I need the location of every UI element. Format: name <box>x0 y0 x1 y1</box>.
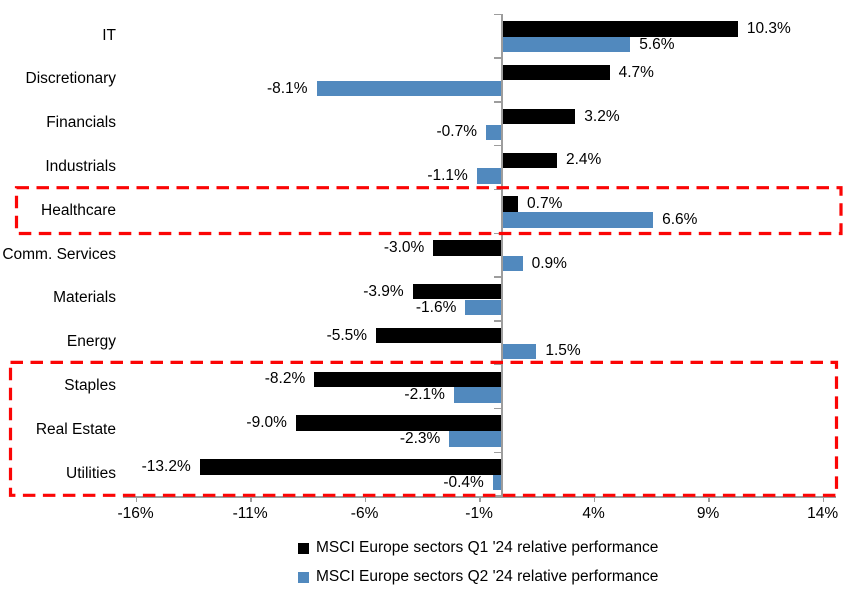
y-axis-tick <box>494 57 501 59</box>
y-axis-tick <box>494 144 501 147</box>
category-label-it: IT <box>102 26 116 44</box>
value-label-q2-discretionary: -8.1% <box>267 79 308 97</box>
value-label-q2-it: 5.6% <box>639 35 675 53</box>
bar-q1-comm-services <box>433 240 502 256</box>
y-axis-tick <box>494 188 501 191</box>
x-axis-tick <box>479 496 481 502</box>
value-label-q1-real-estate: -9.0% <box>246 414 287 432</box>
legend-swatch-q1-icon <box>298 542 309 554</box>
category-label-materials: Materials <box>53 289 116 307</box>
value-label-q1-staples: -8.2% <box>264 370 306 388</box>
bar-q1-healthcare <box>502 196 519 212</box>
value-label-q1-comm-services: -3.0% <box>383 238 425 256</box>
value-label-q1-energy: -5.5% <box>326 326 368 344</box>
bar-q2-it <box>502 36 631 53</box>
x-axis-label: -6% <box>350 505 379 522</box>
legend-label-q1: MSCI Europe sectors Q1 '24 relative perf… <box>316 539 659 556</box>
x-axis-tick <box>593 496 596 502</box>
y-axis-tick <box>494 232 501 234</box>
category-label-staples: Staples <box>64 376 116 394</box>
value-label-q1-utilities: -13.2% <box>141 457 191 475</box>
bar-q1-utilities <box>199 459 502 475</box>
bar-q1-materials <box>412 283 502 300</box>
y-axis-tick <box>494 495 501 497</box>
bar-q2-materials <box>465 299 502 316</box>
bar-q2-real-estate <box>449 431 502 447</box>
y-axis-tick <box>494 101 501 103</box>
x-axis-label: -1% <box>465 505 493 522</box>
bar-q2-energy <box>502 343 537 360</box>
y-axis-tick <box>494 276 501 278</box>
x-axis-label: -11% <box>232 505 268 522</box>
value-label-q1-it: 10.3% <box>746 19 791 37</box>
bar-q2-discretionary <box>316 80 502 97</box>
value-label-q2-healthcare: 6.6% <box>662 210 698 228</box>
bar-q1-energy <box>376 327 502 344</box>
value-label-q1-discretionary: 4.7% <box>618 63 654 81</box>
y-axis-tick <box>494 320 501 322</box>
x-axis-tick <box>250 496 252 502</box>
category-label-discretionary: Discretionary <box>25 70 116 88</box>
value-label-q2-energy: 1.5% <box>545 342 581 360</box>
bar-q1-industrials <box>502 152 557 169</box>
bar-q2-staples <box>453 387 502 403</box>
y-axis-line <box>501 13 503 496</box>
legend-label-q2: MSCI Europe sectors Q2 '24 relative perf… <box>316 568 659 585</box>
value-label-q1-materials: -3.9% <box>363 282 404 300</box>
category-label-healthcare: Healthcare <box>41 201 116 219</box>
value-label-q2-financials: -0.7% <box>436 123 477 141</box>
x-axis-label: 9% <box>696 505 720 522</box>
x-axis-tick <box>364 496 367 502</box>
value-label-q2-utilities: -0.4% <box>443 473 484 491</box>
y-axis-tick <box>494 363 501 366</box>
x-axis-label: 14% <box>807 505 839 522</box>
bar-q1-financials <box>502 108 576 125</box>
bar-q2-comm-services <box>502 255 523 272</box>
category-label-comm-services: Comm. Services <box>2 245 116 263</box>
category-label-utilities: Utilities <box>66 464 116 482</box>
value-label-q2-staples: -2.1% <box>404 386 445 404</box>
value-label-q1-financials: 3.2% <box>584 107 620 125</box>
y-axis-tick <box>494 13 501 15</box>
x-axis-label: -16% <box>117 505 154 522</box>
bar-q1-it <box>502 21 738 37</box>
legend: MSCI Europe sectors Q1 '24 relative perf… <box>298 537 658 595</box>
bar-q1-staples <box>314 371 502 388</box>
x-axis-tick <box>708 496 710 502</box>
bar-q1-real-estate <box>295 415 502 431</box>
category-label-financials: Financials <box>46 114 116 132</box>
value-label-q1-industrials: 2.4% <box>565 151 602 169</box>
legend-item-q2: MSCI Europe sectors Q2 '24 relative perf… <box>298 566 658 588</box>
bar-q2-industrials <box>476 168 502 184</box>
category-label-industrials: Industrials <box>45 157 116 175</box>
bar-q1-discretionary <box>502 64 610 81</box>
legend-swatch-q2-icon <box>298 571 309 583</box>
bar-q2-healthcare <box>502 212 654 228</box>
value-label-q2-materials: -1.6% <box>415 298 457 316</box>
value-label-q2-comm-services: 0.9% <box>531 254 567 272</box>
category-label-energy: Energy <box>66 333 116 351</box>
bar-q2-financials <box>485 124 502 141</box>
value-label-q2-industrials: -1.1% <box>427 167 468 185</box>
value-label-q2-real-estate: -2.3% <box>399 429 441 447</box>
x-axis-label: 4% <box>582 505 605 522</box>
x-axis-tick <box>135 496 138 502</box>
legend-item-q1: MSCI Europe sectors Q1 '24 relative perf… <box>298 537 658 559</box>
value-label-q1-healthcare: 0.7% <box>527 195 563 213</box>
category-label-real-estate: Real Estate <box>35 420 116 438</box>
y-axis-tick <box>494 407 501 410</box>
y-axis-tick <box>494 451 501 453</box>
x-axis-tick <box>822 496 825 502</box>
